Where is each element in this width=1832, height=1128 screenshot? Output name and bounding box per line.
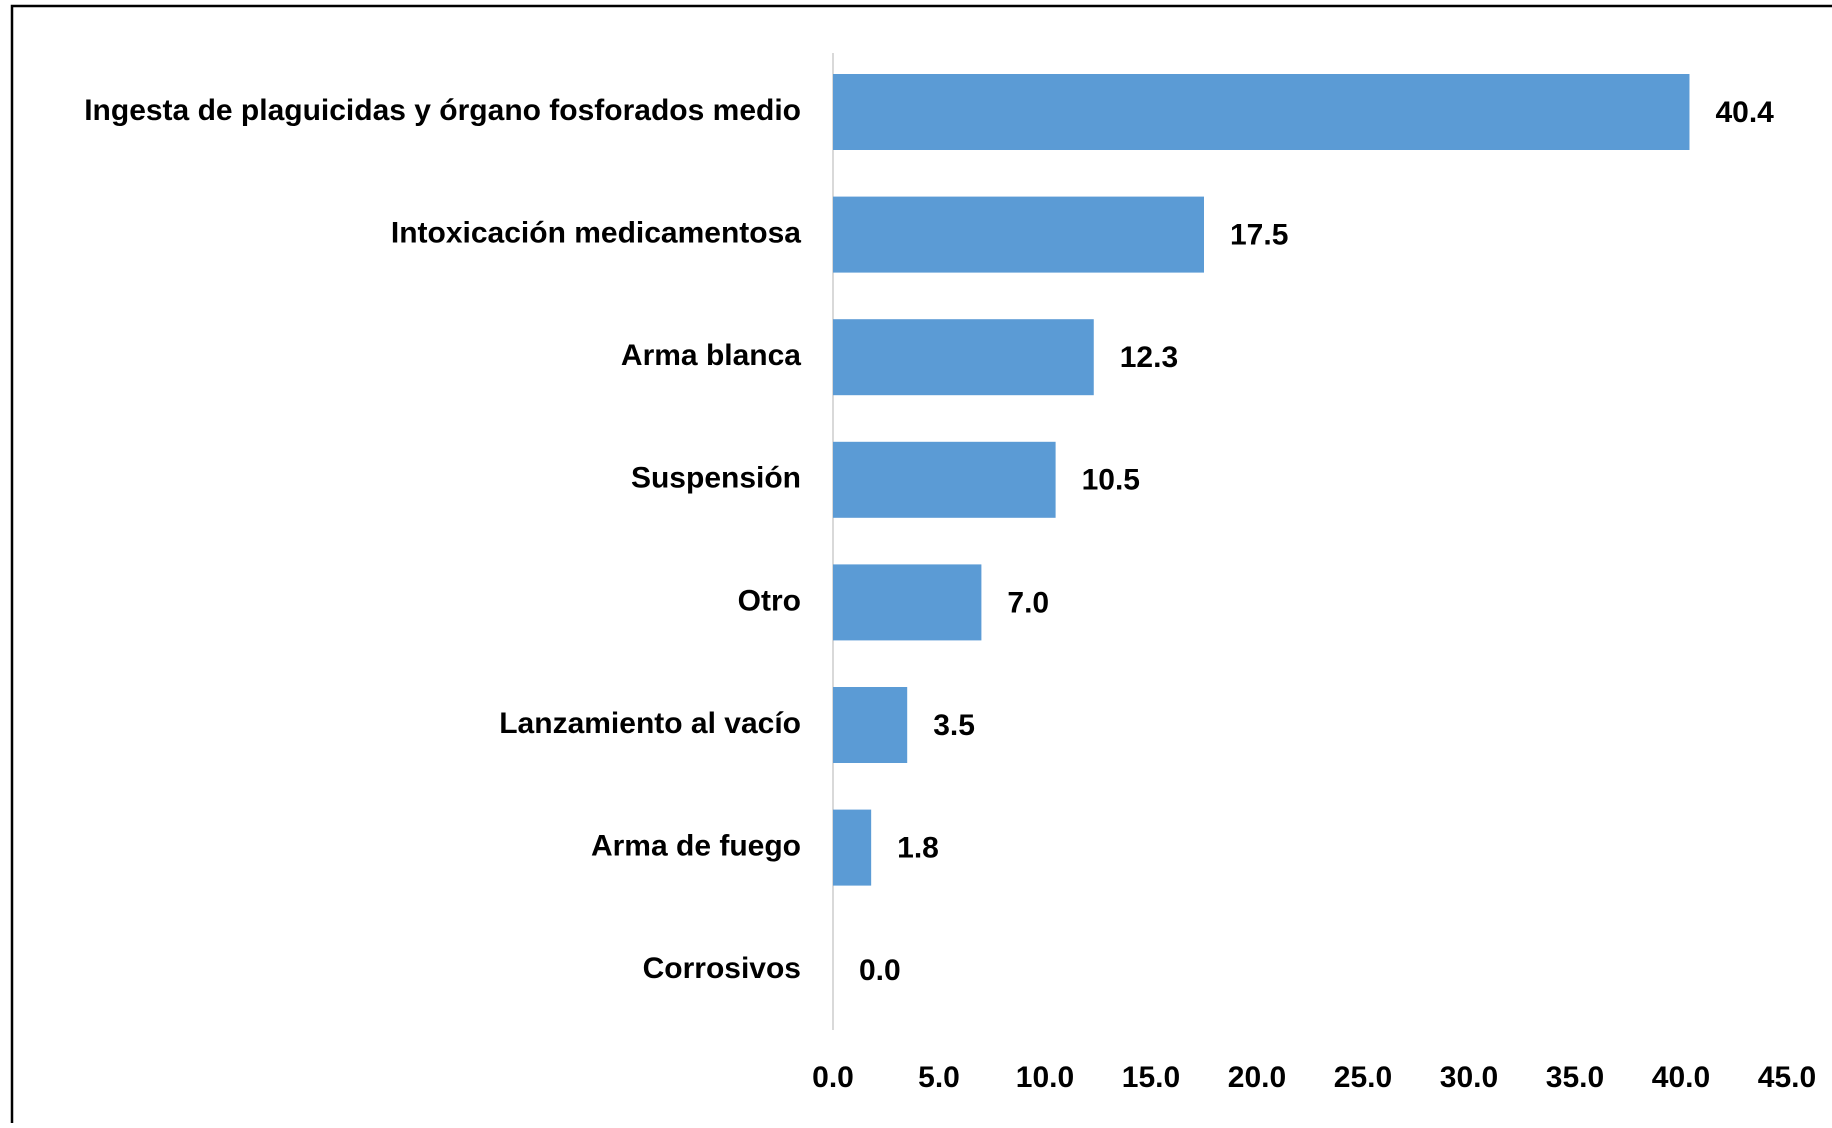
data-label: 0.0	[859, 954, 901, 987]
data-label: 7.0	[1007, 586, 1049, 619]
y-tick-label: Otro	[738, 584, 801, 617]
data-label: 12.3	[1120, 341, 1178, 374]
bar	[833, 196, 1204, 273]
bar	[833, 74, 1690, 150]
y-tick-label: Lanzamiento al vacío	[499, 707, 801, 740]
bar	[833, 687, 908, 763]
x-tick-label: 45.0	[1758, 1061, 1816, 1094]
x-tick-label: 40.0	[1652, 1061, 1710, 1094]
data-label: 17.5	[1230, 219, 1288, 252]
data-label: 1.8	[897, 832, 939, 865]
data-label: 10.5	[1082, 464, 1140, 497]
y-tick-label: Arma de fuego	[591, 830, 801, 863]
bar	[833, 319, 1094, 396]
y-tick-label: Arma blanca	[621, 339, 801, 372]
x-tick-label: 10.0	[1016, 1061, 1074, 1094]
chart-frame	[10, 4, 1832, 1128]
y-tick-label: Ingesta de plaguicidas y órgano fosforad…	[84, 94, 801, 127]
y-tick-label: Intoxicación medicamentosa	[391, 217, 801, 250]
x-tick-label: 5.0	[918, 1061, 960, 1094]
y-tick-label: Corrosivos	[643, 952, 801, 985]
x-tick-label: 0.0	[812, 1061, 854, 1094]
bar	[833, 564, 982, 641]
bar	[833, 441, 1056, 518]
data-label: 3.5	[933, 709, 975, 742]
x-tick-label: 15.0	[1122, 1061, 1180, 1094]
bar	[833, 809, 872, 886]
x-tick-label: 25.0	[1334, 1061, 1392, 1094]
y-tick-label: Suspensión	[631, 462, 801, 495]
x-tick-label: 35.0	[1546, 1061, 1604, 1094]
x-tick-label: 30.0	[1440, 1061, 1498, 1094]
x-tick-label: 20.0	[1228, 1061, 1286, 1094]
data-label: 40.4	[1715, 96, 1774, 129]
